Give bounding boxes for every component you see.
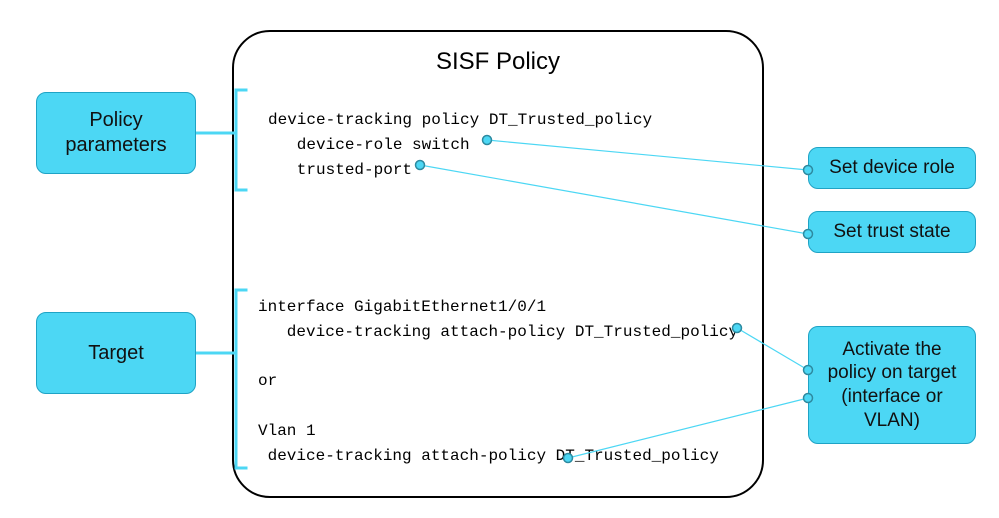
policy-parameters-code: device-tracking policy DT_Trusted_policy… [268, 108, 652, 182]
target-code: interface GigabitEthernet1/0/1 device-tr… [258, 295, 738, 469]
policy-parameters-box: Policy parameters [36, 92, 196, 174]
set-device-role-box: Set device role [808, 147, 976, 189]
target-box: Target [36, 312, 196, 394]
set-trust-state-box: Set trust state [808, 211, 976, 253]
panel-title: SISF Policy [234, 48, 762, 76]
activate-policy-box: Activate the policy on target (interface… [808, 326, 976, 444]
